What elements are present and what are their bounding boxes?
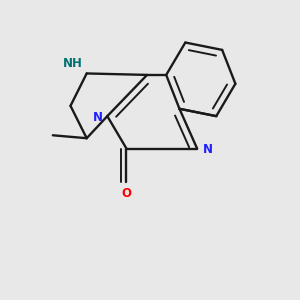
Text: N: N xyxy=(203,143,213,157)
Text: N: N xyxy=(93,111,103,124)
Text: NH: NH xyxy=(63,58,83,70)
Text: O: O xyxy=(122,187,131,200)
